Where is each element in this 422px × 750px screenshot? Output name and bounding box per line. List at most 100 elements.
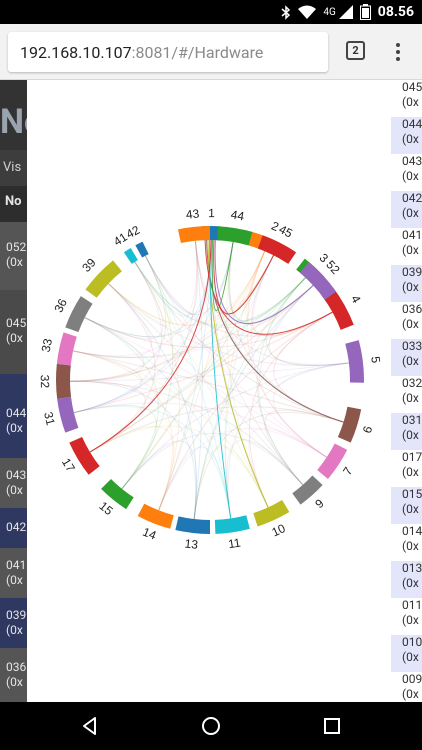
- chord-ribbon-faint: [72, 277, 306, 358]
- chord-group-arc[interactable]: [337, 406, 362, 443]
- background-page: No Vis No 052(0x 045(0x 044(0x 043(0x 04…: [0, 80, 27, 702]
- device-list-item[interactable]: 036 (0x: [402, 302, 422, 331]
- device-list-item[interactable]: 031 (0x: [391, 413, 422, 450]
- chord-group-arc[interactable]: [56, 363, 72, 399]
- chord-ribbon[interactable]: [213, 240, 275, 315]
- chord-group-arc[interactable]: [135, 241, 149, 258]
- chord-ribbon-faint: [256, 277, 306, 486]
- chord-group-arc[interactable]: [56, 332, 77, 366]
- chord-group-arc[interactable]: [253, 500, 290, 527]
- wifi-icon: [298, 5, 317, 19]
- chord-ribbon[interactable]: [211, 240, 234, 311]
- chord-ribbon-faint: [134, 261, 344, 423]
- page-content: No Vis No 052(0x 045(0x 044(0x 043(0x 04…: [0, 80, 422, 702]
- background-header: [0, 80, 27, 150]
- status-icons: 4G 08.56: [281, 0, 414, 24]
- background-row: 042: [6, 520, 27, 534]
- background-row: 039 (0x: [6, 608, 27, 637]
- chord-ribbon-faint: [194, 240, 350, 366]
- chord-ribbon[interactable]: [204, 240, 333, 335]
- back-icon: [83, 717, 96, 735]
- url-path: :8081/#/Hardware: [131, 42, 264, 62]
- chord-ribbon-faint: [158, 311, 333, 511]
- home-button[interactable]: [181, 702, 241, 750]
- chord-group-label: 9: [312, 496, 327, 511]
- chord-group-arc[interactable]: [257, 235, 297, 264]
- chord-ribbon-faint: [227, 362, 350, 519]
- device-list-item[interactable]: 011 (0x: [402, 598, 422, 627]
- chord-group-arc[interactable]: [214, 515, 250, 534]
- background-row-band: [0, 290, 27, 374]
- chord-ribbon-faint: [70, 380, 304, 486]
- chord-ribbon[interactable]: [89, 239, 212, 453]
- chord-ribbon-faint: [268, 285, 350, 367]
- chord-group-arc[interactable]: [299, 262, 337, 300]
- tab-switcher-button[interactable]: 2: [346, 41, 365, 60]
- chord-group-arc[interactable]: [345, 340, 364, 383]
- chord-ribbon-faint: [193, 285, 314, 520]
- chord-ribbon-faint: [89, 277, 306, 453]
- chord-group-label: 44: [230, 207, 246, 223]
- network-type-label: 4G: [323, 6, 336, 18]
- chord-ribbon-faint: [258, 285, 314, 486]
- device-list-item[interactable]: 042 (0x: [391, 191, 422, 228]
- chord-group-arc[interactable]: [317, 443, 348, 479]
- back-button[interactable]: [60, 702, 120, 750]
- device-list-item[interactable]: 043 (0x: [402, 154, 422, 183]
- chord-ribbon-faint: [228, 241, 306, 322]
- chord-group-arc[interactable]: [177, 226, 210, 244]
- status-bar: 4G 08.56: [0, 0, 422, 24]
- chord-ribbon[interactable]: [214, 240, 314, 325]
- recents-button[interactable]: [302, 702, 362, 750]
- chord-ribbon-faint: [144, 255, 328, 458]
- device-list-item[interactable]: 015 (0x: [391, 487, 422, 524]
- chord-ribbon-faint: [193, 446, 269, 520]
- device-list-item[interactable]: 009 (0x: [402, 672, 422, 701]
- chord-group-label: 42: [124, 223, 143, 242]
- chord-group-arc[interactable]: [175, 516, 210, 534]
- chord-group-arc[interactable]: [85, 260, 122, 298]
- chord-group-label: 7: [340, 464, 356, 478]
- chord-group-label: 2: [269, 219, 281, 235]
- chord-ribbon-faint: [84, 317, 232, 519]
- url-host: 192.168.10.107: [20, 42, 132, 62]
- chord-group-arc[interactable]: [65, 296, 93, 333]
- background-toolbar: [0, 150, 27, 186]
- chord-group-arc[interactable]: [292, 475, 323, 505]
- chord-ribbon-faint: [73, 311, 333, 414]
- chord-group-arc[interactable]: [321, 287, 354, 330]
- chord-ribbon-faint: [72, 283, 153, 359]
- chord-group-arc[interactable]: [137, 503, 174, 529]
- device-list-item[interactable]: 032 (0x: [402, 376, 422, 405]
- device-list-item[interactable]: 041 (0x: [402, 228, 422, 257]
- chord-ribbon-faint: [73, 402, 328, 458]
- overflow-menu-icon[interactable]: [390, 39, 406, 65]
- recents-icon: [324, 718, 340, 734]
- chord-group-arc[interactable]: [69, 436, 100, 475]
- device-list-item[interactable]: 014 (0x: [402, 524, 422, 553]
- device-list-item[interactable]: 010 (0x: [391, 635, 422, 672]
- device-list-item[interactable]: 033 (0x: [391, 339, 422, 376]
- clock: 08.56: [377, 4, 414, 20]
- signal-icon: [338, 5, 353, 19]
- background-row-band: [0, 508, 27, 548]
- chord-ribbon-faint: [70, 317, 145, 382]
- address-bar[interactable]: 192.168.10.107:8081/#/Hardware: [8, 32, 328, 72]
- device-list-item[interactable]: 039 (0x: [391, 265, 422, 302]
- device-list-item[interactable]: 044 (0x: [391, 117, 422, 154]
- device-list-item[interactable]: 017 (0x: [402, 450, 422, 479]
- background-row-band: [0, 648, 27, 702]
- chord-group-arc[interactable]: [217, 226, 253, 246]
- chord-ribbon-faint: [121, 250, 266, 490]
- device-list-item[interactable]: 013 (0x: [391, 561, 422, 598]
- chord-ribbon-faint: [144, 255, 232, 519]
- device-list-item[interactable]: 045 (0x: [402, 80, 422, 109]
- chord-group-arc[interactable]: [101, 478, 134, 510]
- chord-ribbon[interactable]: [209, 239, 232, 519]
- chord-group-arc[interactable]: [57, 397, 79, 433]
- chord-ribbon-faint: [225, 255, 275, 519]
- chord-group-arc[interactable]: [123, 247, 138, 264]
- chord-ribbon-faint: [108, 283, 350, 366]
- chord-ribbon-faint: [134, 261, 180, 511]
